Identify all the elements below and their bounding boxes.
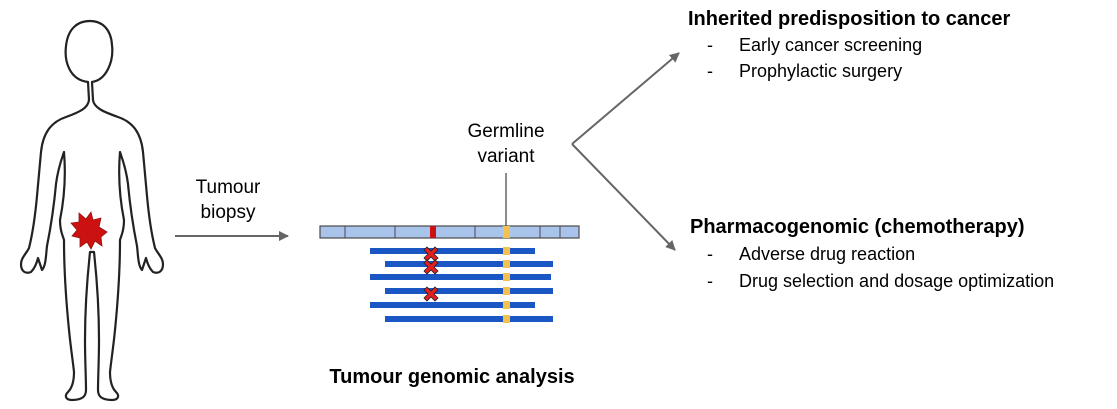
outcome-heading: Pharmacogenomic (chemotherapy) [690,216,1025,238]
reference-genome-bar [319,225,580,239]
arrow-to-inherited [571,52,680,145]
bullet-marker: - [707,61,713,81]
outcome-item: Drug selection and dosage optimization [739,271,1054,291]
read-bar [385,261,553,267]
sequencing-reads [370,248,553,322]
biopsy-label-line2: biopsy [201,202,256,223]
arrow-to-pharmacogenomic [571,143,676,251]
red-x-mark-icon [423,259,439,275]
outcome-item: Adverse drug reaction [739,244,915,264]
germline-label-line1: Germline [467,121,544,142]
outcome-pharmacogenomic: Pharmacogenomic (chemotherapy) - Adverse… [690,216,1054,291]
tumour-starburst-icon [70,211,108,250]
read-bar [370,302,535,308]
read-bar [370,274,551,280]
bullet-marker: - [707,271,713,291]
read-bar [385,316,553,322]
biopsy-label-line1: Tumour [196,177,261,198]
bullet-marker: - [707,35,713,55]
read-bar [370,248,535,254]
outcome-item: Prophylactic surgery [739,61,902,81]
read-bar [385,288,553,294]
human-body-outline-icon [19,19,165,402]
outcome-inherited: Inherited predisposition to cancer - Ear… [688,8,1010,81]
analysis-title: Tumour genomic analysis [329,366,574,388]
germline-variant-marker [503,226,510,238]
outcome-item: Early cancer screening [739,35,922,55]
bullet-marker: - [707,244,713,264]
red-x-mark-icon [423,286,439,302]
germline-variant-column [503,247,510,323]
somatic-variant-marker [430,226,436,238]
outcome-heading: Inherited predisposition to cancer [688,8,1010,30]
germline-label-line2: variant [477,146,535,167]
